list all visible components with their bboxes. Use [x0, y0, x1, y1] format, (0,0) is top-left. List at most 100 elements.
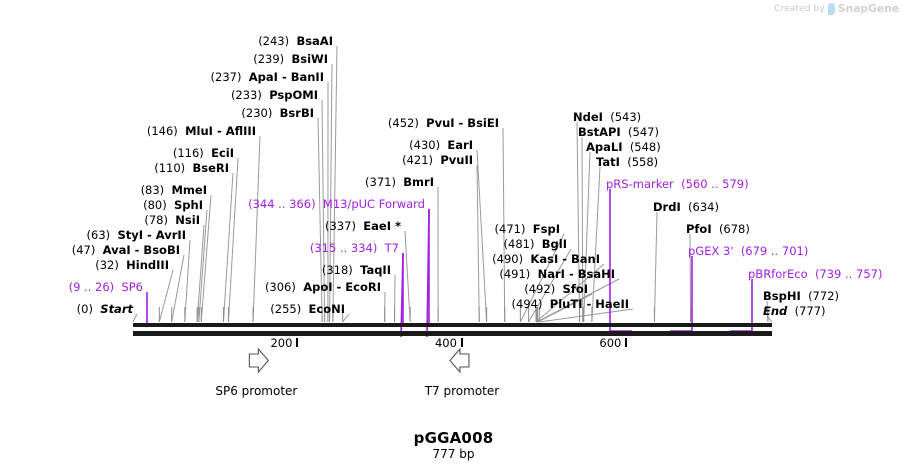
feature-label[interactable]: (315 .. 334) T7	[310, 242, 399, 255]
enzyme-label[interactable]: (146) MluI - AflIII	[147, 125, 256, 138]
leader-line	[252, 135, 261, 323]
enzyme-name: SfoI	[562, 282, 588, 296]
enzyme-name: TatI	[596, 155, 620, 169]
enzyme-label[interactable]: (490) KasI - BanI	[492, 253, 600, 266]
enzyme-label[interactable]: (481) BglI	[504, 238, 567, 251]
enzyme-label[interactable]: (471) FspI	[495, 223, 560, 236]
cut-position: (233)	[230, 88, 262, 102]
enzyme-name: End	[763, 304, 788, 318]
cut-position: (9 .. 26)	[68, 280, 115, 294]
enzyme-name: ApaI - BanII	[248, 70, 324, 84]
enzyme-label[interactable]: BstAPI (547)	[578, 126, 659, 139]
page-title: pGGA008	[413, 429, 494, 447]
enzyme-label[interactable]: (83) MmeI	[141, 184, 207, 197]
enzyme-label[interactable]: (230) BsrBI	[241, 107, 314, 120]
enzyme-label[interactable]: (32) HindIII	[95, 259, 169, 272]
cut-position: (547)	[628, 125, 659, 139]
enzyme-label[interactable]: BspHI (772)	[763, 290, 839, 303]
enzyme-name: EcoNI	[308, 302, 345, 316]
ruler-tick	[460, 338, 463, 347]
enzyme-label[interactable]: (337) EaeI *	[325, 220, 401, 233]
terminus-label[interactable]: (0) Start	[77, 303, 133, 316]
enzyme-name: DrdI	[653, 200, 681, 214]
enzyme-label[interactable]: (243) BsaAI	[258, 35, 333, 48]
leader-line	[404, 230, 411, 323]
leader-line	[171, 254, 185, 323]
leader-line	[227, 157, 239, 323]
leader-line	[653, 211, 658, 323]
enzyme-label[interactable]: (306) ApoI - EcoRI	[265, 281, 381, 294]
enzyme-label[interactable]: (452) PvuI - BsiEI	[388, 117, 499, 130]
enzyme-label[interactable]: (239) BsiWI	[253, 53, 328, 66]
cut-position: (237)	[210, 70, 242, 84]
sequence-backbone-upper	[133, 323, 772, 327]
enzyme-label[interactable]: DrdI (634)	[653, 201, 719, 214]
enzyme-name: BsrBI	[279, 106, 314, 120]
feature-marker	[428, 209, 451, 326]
cut-position: (548)	[629, 140, 661, 154]
cut-position: (421)	[402, 153, 434, 167]
enzyme-label[interactable]: TatI (558)	[596, 156, 658, 169]
cut-position: (0)	[76, 302, 93, 316]
cut-position: (337)	[325, 219, 356, 233]
cut-position: (739 .. 757)	[814, 267, 883, 281]
enzyme-name: PfoI	[686, 222, 712, 236]
feature-label[interactable]: (9 .. 26) SP6	[69, 281, 143, 294]
cut-position: (471)	[494, 222, 526, 236]
cut-position: (116)	[172, 146, 204, 160]
enzyme-label[interactable]: (237) ApaI - BanII	[211, 71, 324, 84]
enzyme-label[interactable]: (421) PvuII	[402, 154, 473, 167]
cut-position: (543)	[610, 110, 642, 124]
leader-line	[198, 209, 208, 323]
enzyme-label[interactable]: (255) EcoNI	[270, 303, 345, 316]
cut-position: (777)	[794, 304, 826, 318]
enzyme-label[interactable]: (233) PspOMI	[231, 89, 318, 102]
enzyme-label[interactable]: (430) EarI	[409, 139, 473, 152]
enzyme-label[interactable]: (371) BmrI	[365, 176, 434, 189]
enzyme-label[interactable]: (78) NsiI	[144, 214, 200, 227]
feature-name: pRS-marker	[606, 177, 674, 191]
enzyme-label[interactable]: (63) StyI - AvrII	[87, 229, 186, 242]
promoter-arrow-icon[interactable]	[248, 347, 270, 374]
feature-label[interactable]: pGEX 3' (679 .. 701)	[688, 245, 808, 258]
enzyme-label[interactable]: NdeI (543)	[573, 111, 641, 124]
enzyme-label[interactable]: (491) NarI - BsaHI	[499, 268, 615, 281]
cut-position: (146)	[146, 124, 178, 138]
enzyme-name: NarI - BsaHI	[537, 267, 615, 281]
cut-position: (32)	[95, 258, 119, 272]
ruler-label: 600	[599, 336, 622, 350]
enzyme-label[interactable]: (80) SphI	[143, 199, 203, 212]
enzyme-label[interactable]: ApaLI (548)	[586, 141, 661, 154]
snapgene-logo-icon	[827, 2, 835, 15]
leader-line	[476, 164, 480, 323]
enzyme-label[interactable]: (318) TaqII	[322, 264, 391, 277]
enzyme-label[interactable]: (110) BseRI	[154, 162, 229, 175]
cut-position: (679 .. 701)	[740, 244, 809, 258]
enzyme-name: KasI - BanI	[530, 252, 600, 266]
cut-position: (83)	[140, 183, 165, 197]
enzyme-label[interactable]: (494) PluTI - HaeII	[512, 298, 629, 311]
enzyme-name: BspHI	[763, 289, 801, 303]
feature-label[interactable]: (344 .. 366) M13/pUC Forward	[248, 198, 425, 211]
promoter-arrow-icon[interactable]	[449, 347, 470, 374]
cut-position: (494)	[511, 297, 543, 311]
enzyme-label[interactable]: PfoI (678)	[686, 223, 750, 236]
feature-name: M13/pUC Forward	[322, 197, 425, 211]
enzyme-label[interactable]: (116) EciI	[173, 147, 234, 160]
enzyme-label[interactable]: (492) SfoI	[524, 283, 588, 296]
feature-label[interactable]: pRS-marker (560 .. 579)	[606, 178, 749, 191]
enzyme-label[interactable]: (47) AvaI - BsoBI	[72, 244, 180, 257]
enzyme-name: StyI - AvrII	[117, 228, 186, 242]
feature-name: pBRforEco	[748, 267, 808, 281]
cut-position: (239)	[253, 52, 285, 66]
enzyme-name: BmrI	[403, 175, 434, 189]
feature-name: SP6	[121, 280, 143, 294]
leader-line	[184, 239, 191, 323]
feature-marker	[426, 208, 430, 338]
promoter-label: SP6 promoter	[215, 384, 298, 398]
leader-line	[476, 149, 488, 323]
feature-label[interactable]: pBRforEco (739 .. 757)	[748, 268, 882, 281]
cut-position: (255)	[270, 302, 302, 316]
terminus-label[interactable]: End (777)	[763, 305, 826, 318]
